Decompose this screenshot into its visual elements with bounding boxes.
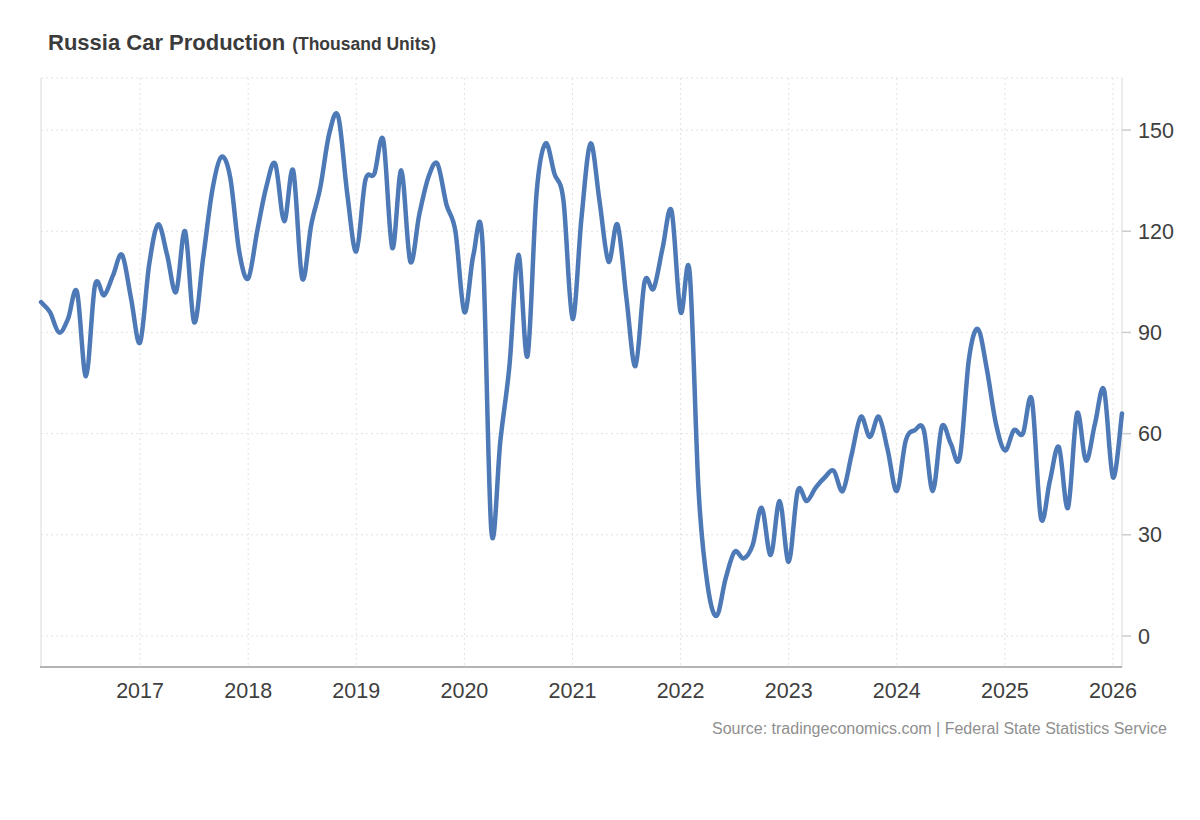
chart-page: Russia Car Production (Thousand Units) 0…: [0, 0, 1200, 820]
x-tick-label: 2022: [657, 679, 705, 703]
x-tick-label: 2018: [224, 679, 272, 703]
y-tick-label: 90: [1138, 321, 1162, 345]
x-tick-label: 2024: [873, 679, 921, 703]
series-line: [41, 113, 1122, 616]
x-tick-label: 2026: [1089, 679, 1137, 703]
y-tick-label: 120: [1138, 220, 1174, 244]
x-tick-label: 2023: [765, 679, 813, 703]
source-attribution: Source: tradingeconomics.com | Federal S…: [712, 720, 1167, 738]
x-tick-label: 2021: [549, 679, 597, 703]
x-tick-label: 2017: [116, 679, 164, 703]
y-tick-label: 0: [1138, 625, 1150, 649]
y-tick-label: 60: [1138, 422, 1162, 446]
y-tick-label: 150: [1138, 119, 1174, 143]
x-tick-label: 2019: [332, 679, 380, 703]
line-chart-canvas: 0 30 60 90 120 150 2017 2018 2019 2020 2021 2022 202…: [0, 0, 1200, 820]
x-tick-label: 2025: [981, 679, 1029, 703]
x-tick-label: 2020: [440, 679, 488, 703]
y-tick-label: 30: [1138, 523, 1162, 547]
